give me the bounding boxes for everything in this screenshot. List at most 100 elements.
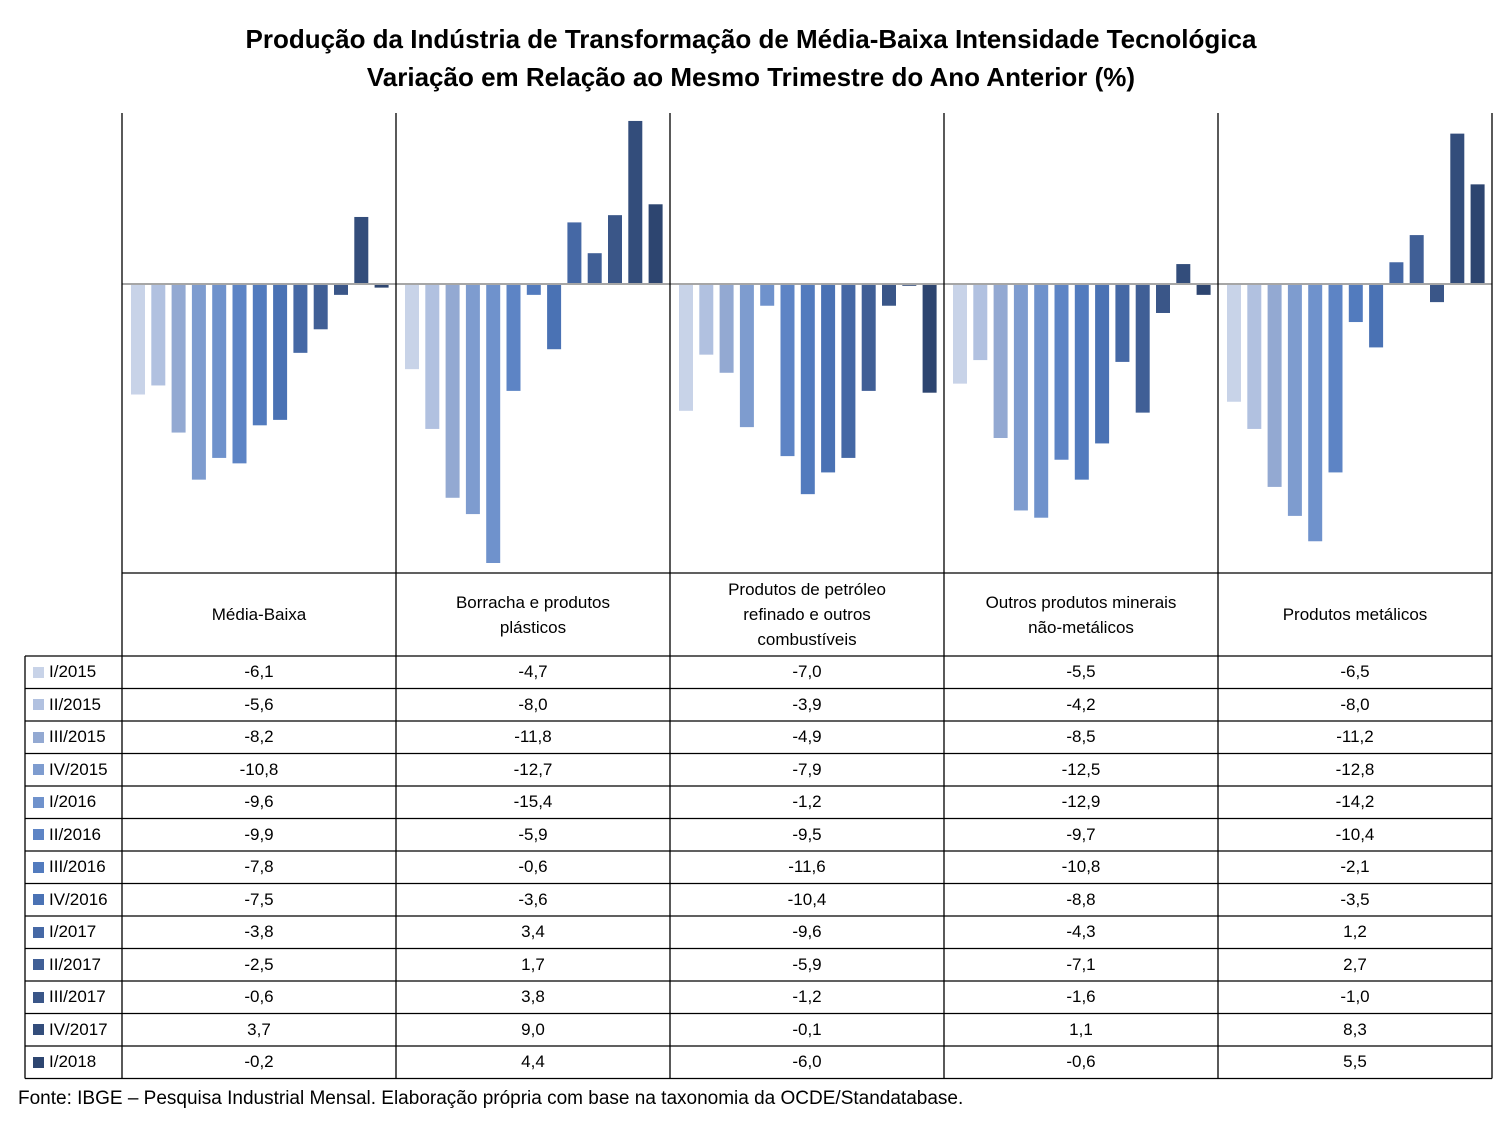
bar [445, 284, 460, 498]
bar [882, 284, 896, 306]
bar [1013, 284, 1028, 511]
data-label: -8,8 [1066, 889, 1096, 909]
data-label: -1,2 [792, 792, 822, 812]
legend-swatch [33, 861, 44, 873]
bar [1470, 184, 1485, 284]
legend-label: II/2017 [49, 954, 101, 974]
legend-swatch [33, 699, 44, 711]
legend-entry: I/2018 [25, 1046, 122, 1079]
category-label-line: Produtos de petróleo [728, 580, 886, 599]
legend-swatch [33, 926, 44, 938]
chart-subtitle: Variação em Relação ao Mesmo Trimestre d… [366, 62, 1136, 92]
data-label: -4,2 [1066, 694, 1096, 714]
legend-entry: IV/2016 [25, 884, 122, 917]
data-label: -3,9 [792, 694, 822, 714]
data-label: -9,6 [244, 792, 274, 812]
data-label: -0,1 [792, 1019, 822, 1039]
legend-swatch [33, 959, 44, 971]
data-label: -12,7 [513, 759, 553, 779]
legend-label: II/2015 [49, 694, 101, 714]
data-label: -7,9 [792, 759, 822, 779]
data-label: -2,1 [1340, 857, 1370, 877]
data-label: -4,3 [1066, 922, 1096, 942]
bar [171, 284, 186, 433]
legend-swatch [33, 829, 44, 841]
data-label: 1,2 [1343, 922, 1367, 942]
data-label: -0,6 [244, 987, 274, 1007]
data-label: -3,6 [518, 889, 548, 909]
legend-label: IV/2017 [49, 1019, 108, 1039]
bar [1196, 284, 1211, 295]
legend-swatch [33, 731, 44, 743]
data-label: -9,5 [792, 824, 822, 844]
bar [252, 284, 267, 426]
data-label: -7,8 [244, 857, 274, 877]
data-label: -8,5 [1066, 727, 1096, 747]
category-label-line: Borracha e produtos [455, 592, 611, 612]
legend-entry: I/2015 [25, 656, 122, 689]
bar [212, 284, 227, 458]
data-label: -5,9 [792, 954, 822, 974]
data-label: -1,6 [1066, 987, 1096, 1007]
data-label: -6,1 [244, 662, 274, 682]
bar [1409, 235, 1424, 284]
legend-swatch [33, 796, 44, 808]
bar [151, 284, 166, 386]
data-label: 9,0 [521, 1019, 545, 1039]
bar [821, 284, 836, 473]
bar [719, 284, 734, 373]
category-label-line: combustíveis [757, 630, 857, 649]
bar [1115, 284, 1130, 362]
data-label: -10,4 [1335, 824, 1375, 844]
bar [425, 284, 440, 429]
bar [953, 284, 967, 384]
legend-swatch [33, 991, 44, 1003]
data-label: -5,5 [1066, 662, 1096, 682]
bar [648, 204, 663, 284]
bar [465, 284, 480, 515]
bar [1308, 284, 1323, 542]
category-label: Borracha e produtos plásticos [396, 573, 670, 656]
bar [1430, 284, 1444, 303]
legend-label: I/2018 [49, 1052, 97, 1072]
bar [973, 284, 988, 361]
legend-label: I/2015 [49, 662, 97, 682]
data-label: -7,1 [1066, 954, 1096, 974]
data-label: -11,2 [1336, 727, 1374, 747]
source-note: Fonte: IBGE – Pesquisa Industrial Mensal… [18, 1088, 964, 1109]
bar [313, 284, 328, 330]
legend-swatch [33, 666, 44, 678]
legend-label: I/2016 [49, 792, 97, 812]
bar [1156, 284, 1170, 313]
bar [1389, 262, 1404, 284]
category-label: Média-Baixa [122, 573, 396, 656]
bar [800, 284, 815, 495]
legend-label: I/2017 [49, 922, 97, 942]
legend-swatch [33, 1024, 44, 1036]
bar [841, 284, 856, 458]
data-label: 1,1 [1069, 1019, 1093, 1039]
bar [1095, 284, 1110, 444]
category-label-line: Outros produtos minerais [985, 592, 1177, 612]
data-label: -6,0 [792, 1052, 822, 1072]
bar [1328, 284, 1343, 473]
data-label: 3,7 [247, 1019, 271, 1039]
category-label-line: Produtos metálicos [1282, 605, 1428, 624]
data-label: -7,5 [244, 889, 274, 909]
bar [293, 284, 308, 353]
legend-swatch [33, 1056, 44, 1068]
data-label: 4,4 [521, 1052, 545, 1072]
bar [699, 284, 714, 355]
bar [486, 284, 501, 563]
bar [739, 284, 754, 428]
category-label-line: Média-Baixa [211, 605, 307, 624]
data-label: -0,6 [518, 857, 548, 877]
data-label: -10,4 [787, 889, 827, 909]
data-label: -1,2 [792, 987, 822, 1007]
data-label: 8,3 [1343, 1019, 1367, 1039]
data-label: -3,8 [244, 922, 274, 942]
bar [1267, 284, 1282, 487]
legend-entry: III/2017 [25, 981, 122, 1014]
data-label: -5,9 [518, 824, 548, 844]
